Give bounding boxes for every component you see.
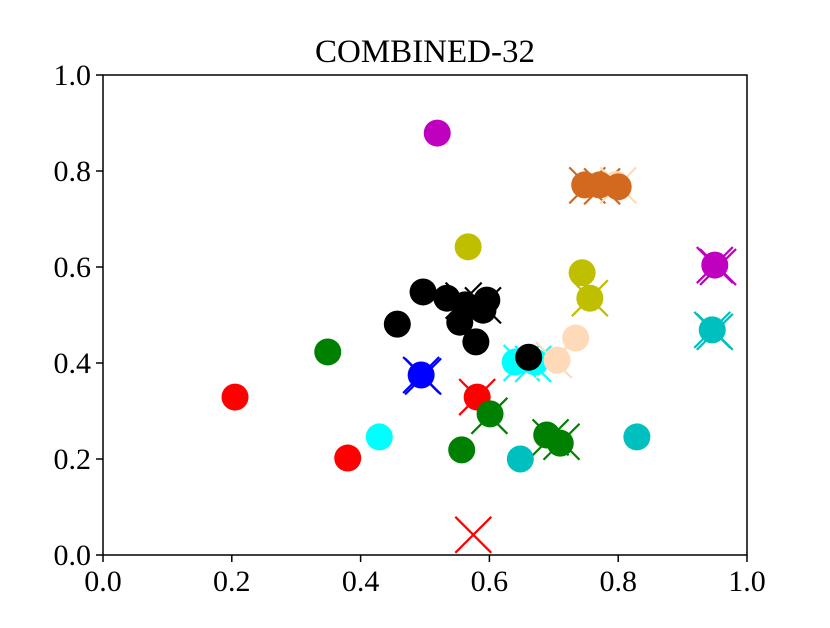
y-axis: 0.0 0.2 0.4 0.6 0.8 1.0 [54, 59, 103, 572]
y-tick-label: 0.8 [54, 155, 92, 188]
scatter-point [568, 259, 596, 287]
scatter-point [446, 308, 474, 336]
scatter-point [423, 119, 451, 147]
x-tick-label: 0.4 [342, 565, 380, 598]
scatter-point [604, 173, 632, 201]
scatter-point [623, 423, 651, 451]
y-tick-label: 0.4 [54, 347, 92, 380]
y-tick-label: 0.2 [54, 443, 92, 476]
y-tick-label: 0.0 [54, 539, 92, 572]
scatter-point [476, 400, 504, 428]
x-axis: 0.0 0.2 0.4 0.6 0.8 1.0 [84, 555, 766, 598]
x-tick-label: 0.8 [599, 565, 637, 598]
scatter-point [543, 346, 571, 374]
plot-marks [221, 119, 737, 554]
scatter-point [576, 284, 604, 312]
scatter-point [701, 251, 729, 279]
scatter-point [334, 444, 362, 472]
scatter-point [469, 296, 497, 324]
scatter-point [454, 233, 482, 261]
x-tick-label: 0.6 [471, 565, 509, 598]
scatter-point [409, 278, 437, 306]
scatter-point [365, 423, 393, 451]
y-tick-label: 0.6 [54, 251, 92, 284]
scatter-point [515, 343, 543, 371]
plot-frame [102, 74, 748, 556]
scatter-point [314, 338, 342, 366]
scatter-point [506, 445, 534, 473]
scatter-point [546, 429, 574, 457]
scatter-point [698, 316, 726, 344]
x-marker [454, 516, 493, 554]
chart-title: COMBINED-32 [315, 34, 535, 70]
scatter-point [383, 310, 411, 338]
x-tick-label: 1.0 [728, 565, 766, 598]
y-tick-label: 1.0 [54, 59, 92, 92]
scatter-point [407, 361, 435, 389]
scatter-point [562, 324, 590, 352]
x-tick-label: 0.2 [213, 565, 251, 598]
scatter-point [221, 383, 249, 411]
scatter-point [448, 436, 476, 464]
x-tick-label: 0.0 [84, 565, 122, 598]
scatter-point [462, 328, 490, 356]
